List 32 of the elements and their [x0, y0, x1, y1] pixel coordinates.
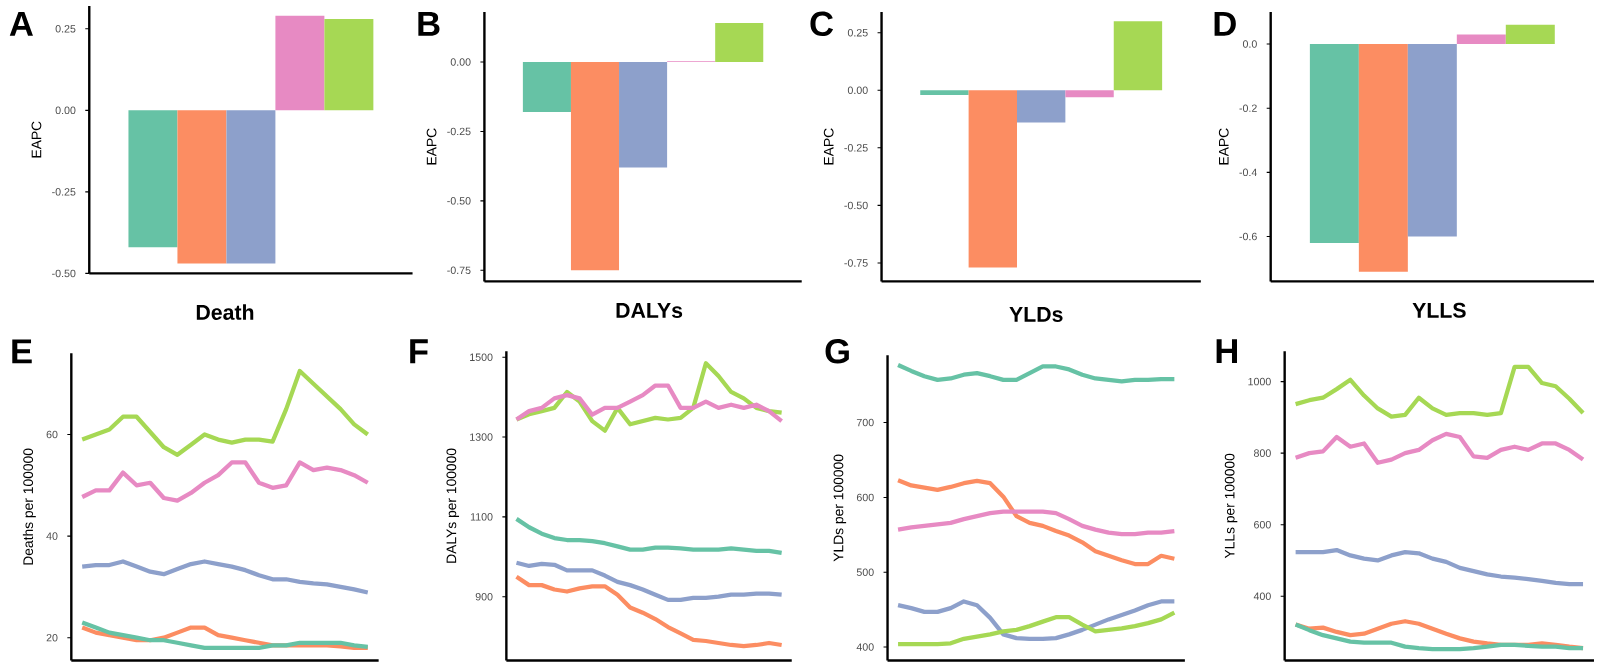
bar	[275, 15, 325, 111]
text: F	[410, 339, 428, 363]
bar	[1456, 34, 1506, 44]
bar	[226, 110, 276, 264]
line-series	[80, 460, 370, 503]
chart-title: DALYs	[616, 302, 683, 318]
chart-title: Death	[196, 303, 254, 320]
bar	[570, 61, 620, 271]
line-series	[80, 559, 370, 595]
chart-title: YLLS	[1412, 302, 1466, 318]
bar	[324, 18, 374, 111]
text: D	[1214, 11, 1236, 36]
bar	[619, 61, 668, 168]
text: G	[825, 338, 849, 364]
text: B	[418, 11, 440, 36]
bar	[1309, 43, 1359, 243]
bar	[1505, 24, 1555, 44]
chart-title: YLDs	[1009, 306, 1063, 322]
bar	[1358, 43, 1408, 272]
text: A	[9, 11, 33, 36]
line-series	[514, 574, 784, 649]
bar	[177, 110, 227, 264]
bar	[522, 61, 571, 112]
bar	[715, 22, 764, 62]
line-series	[1293, 364, 1586, 419]
text: C	[810, 11, 834, 36]
bar	[128, 110, 178, 248]
text: H	[1216, 339, 1237, 363]
line-series	[514, 383, 784, 423]
bar	[1407, 43, 1457, 237]
line-series	[1293, 431, 1586, 465]
text: E	[12, 339, 32, 364]
